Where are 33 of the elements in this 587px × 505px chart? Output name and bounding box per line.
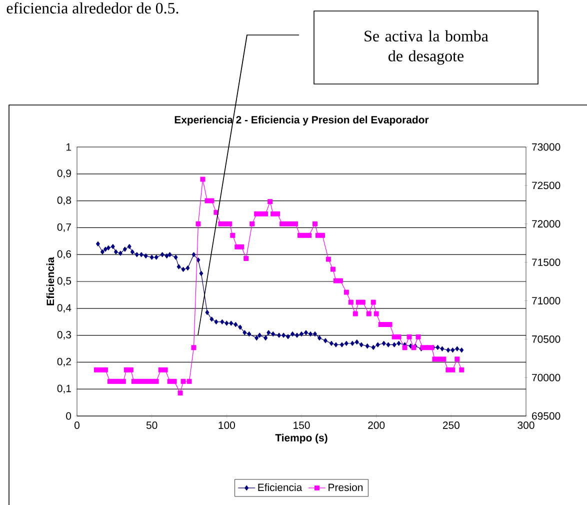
y-tick-label: 0,8 xyxy=(57,196,72,206)
x-tick-label: 150 xyxy=(294,422,310,429)
y-tick-label: 0,1 xyxy=(57,384,71,394)
y2-tick-label: 73000 xyxy=(532,143,560,151)
x-tick-label: 0 xyxy=(74,422,80,429)
y-tick-label: 0,3 xyxy=(57,330,72,340)
x-tick-label: 50 xyxy=(146,422,158,429)
y-tick-label: 1 xyxy=(66,143,71,151)
y-axis-title: Eficiencia xyxy=(46,257,54,306)
text: Se activa la bomba de desagote xyxy=(364,30,488,65)
y-tick-label: 0,7 xyxy=(57,223,71,232)
y2-tick-label: 72000 xyxy=(532,220,560,228)
y2-tick-label: 70500 xyxy=(532,335,560,343)
text: eficiencia alrededor de 0.5. xyxy=(6,2,178,14)
y-tick-label: 0,4 xyxy=(57,304,72,313)
legend-label: Presion xyxy=(328,483,363,492)
y2-tick-label: 71000 xyxy=(532,297,560,304)
y-tick-label: 0,5 xyxy=(57,277,72,286)
y-tick-label: 0,2 xyxy=(57,358,71,367)
y2-tick-label: 72500 xyxy=(532,182,560,190)
y-tick-label: 0,9 xyxy=(57,170,71,178)
y-tick-label: 0,6 xyxy=(57,250,72,259)
x-tick-label: 200 xyxy=(368,422,385,429)
x-tick-label: 250 xyxy=(442,422,460,429)
y-tick-label: 0 xyxy=(66,412,72,420)
chart-title: Experiencia 2 - Eficiencia y Presion del Evaporador xyxy=(174,116,429,126)
y2-tick-label: 71500 xyxy=(532,258,560,266)
y2-tick-label: 70000 xyxy=(532,374,560,382)
y2-tick-label: 69500 xyxy=(532,412,560,420)
x-tick-label: 100 xyxy=(218,422,235,429)
legend-label: Eficiencia xyxy=(258,483,302,492)
x-axis-title: Tiempo (s) xyxy=(275,434,328,444)
x-tick-label: 300 xyxy=(518,422,534,429)
